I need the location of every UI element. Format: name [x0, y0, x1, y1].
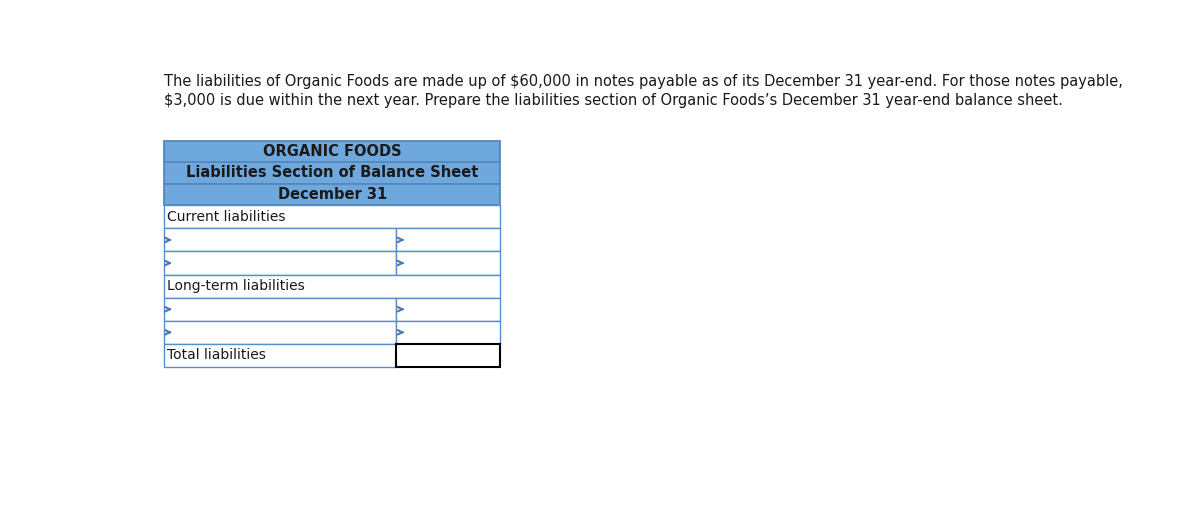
- Text: The liabilities of Organic Foods are made up of $60,000 in notes payable as of i: The liabilities of Organic Foods are mad…: [164, 74, 1123, 90]
- Bar: [396, 251, 500, 275]
- Bar: [164, 298, 396, 321]
- Bar: [164, 344, 396, 367]
- Text: Long-term liabilities: Long-term liabilities: [167, 279, 305, 293]
- Bar: [396, 298, 500, 321]
- Text: Liabilities Section of Balance Sheet: Liabilities Section of Balance Sheet: [186, 165, 479, 180]
- Bar: [396, 228, 500, 251]
- Text: December 31: December 31: [277, 187, 386, 202]
- Bar: [396, 321, 500, 344]
- Text: $3,000 is due within the next year. Prepare the liabilities section of Organic F: $3,000 is due within the next year. Prep…: [164, 93, 1063, 108]
- Text: Total liabilities: Total liabilities: [167, 348, 266, 363]
- Text: ORGANIC FOODS: ORGANIC FOODS: [263, 144, 402, 159]
- Bar: [164, 321, 396, 344]
- Bar: [164, 184, 500, 205]
- Bar: [164, 251, 396, 275]
- Bar: [164, 275, 500, 298]
- Text: Current liabilities: Current liabilities: [167, 210, 286, 224]
- Bar: [164, 162, 500, 184]
- Bar: [164, 140, 500, 162]
- Bar: [396, 344, 500, 367]
- Bar: [164, 228, 396, 251]
- Bar: [164, 205, 500, 228]
